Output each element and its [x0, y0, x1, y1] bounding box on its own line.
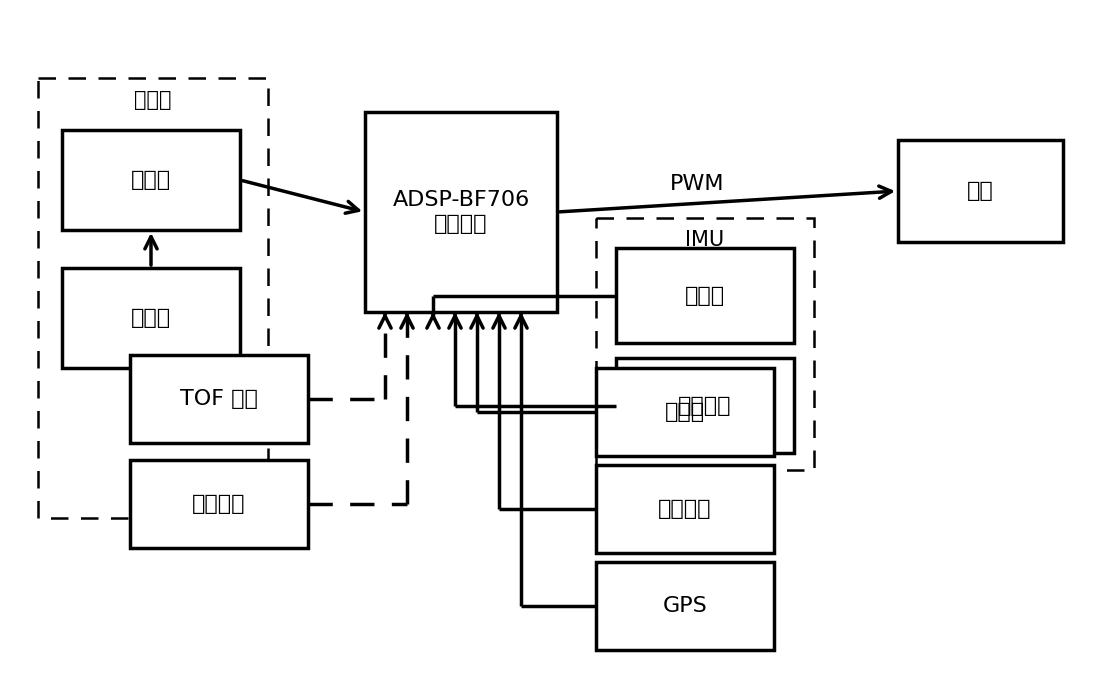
Text: PWM: PWM: [670, 174, 725, 194]
Bar: [38, 78, 268, 518]
Bar: [596, 368, 774, 456]
Text: 视觉模块: 视觉模块: [193, 494, 245, 514]
Text: IMU: IMU: [685, 230, 725, 250]
Text: GPS: GPS: [663, 596, 708, 616]
Bar: [596, 218, 814, 470]
Text: 接收机: 接收机: [131, 170, 171, 190]
Bar: [616, 248, 794, 343]
Text: 发射机: 发射机: [131, 308, 171, 328]
Bar: [365, 112, 557, 312]
Text: 陀螺仪: 陀螺仪: [685, 285, 725, 306]
Bar: [898, 140, 1063, 242]
Bar: [616, 358, 794, 453]
Text: 加速度计: 加速度计: [679, 395, 731, 416]
Text: ADSP-BF706
主控芯片: ADSP-BF706 主控芯片: [392, 191, 530, 234]
Bar: [130, 355, 308, 443]
Text: 气压计: 气压计: [665, 402, 706, 422]
Bar: [596, 562, 774, 650]
Bar: [62, 130, 240, 230]
Text: TOF 模块: TOF 模块: [180, 389, 258, 409]
Text: 电子罗盘: 电子罗盘: [659, 499, 711, 519]
Bar: [596, 465, 774, 553]
Text: 遥控器: 遥控器: [134, 90, 171, 110]
Bar: [62, 268, 240, 368]
Text: 电机: 电机: [968, 181, 993, 201]
Bar: [130, 460, 308, 548]
